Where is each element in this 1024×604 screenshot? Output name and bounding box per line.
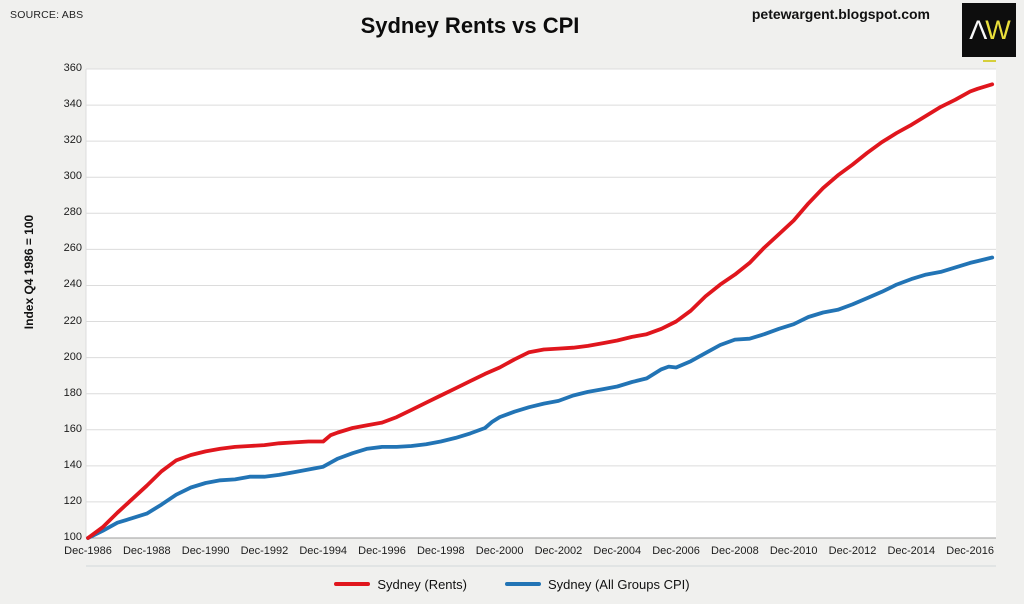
x-tick-label: Dec-2008 bbox=[711, 545, 759, 557]
x-tick-label: Dec-1994 bbox=[299, 545, 348, 557]
x-tick-label: Dec-2016 bbox=[946, 545, 994, 557]
legend-swatch-rents bbox=[334, 582, 371, 586]
x-tick-label: Dec-2014 bbox=[887, 545, 936, 557]
x-tick-label: Dec-1990 bbox=[181, 545, 230, 557]
y-tick-label: 180 bbox=[63, 386, 82, 399]
y-tick-label: 320 bbox=[63, 134, 82, 147]
chart-title: Sydney Rents vs CPI bbox=[360, 13, 580, 38]
y-tick-label: 220 bbox=[63, 314, 82, 327]
series-line-cpi bbox=[86, 255, 995, 540]
legend-item-cpi: Sydney (All Groups CPI) bbox=[504, 576, 690, 592]
x-tick-label: Dec-1992 bbox=[240, 545, 289, 557]
y-tick-label: 140 bbox=[63, 458, 82, 471]
logo-letter-a: Λ bbox=[969, 15, 987, 45]
x-tick-label: Dec-1998 bbox=[416, 545, 465, 557]
y-tick-label: 280 bbox=[63, 206, 82, 219]
y-tick-label: 120 bbox=[63, 494, 82, 507]
x-tick-label: Dec-1986 bbox=[64, 545, 112, 557]
x-tick-label: Dec-2012 bbox=[828, 545, 877, 557]
blog-url: petewargent.blogspot.com bbox=[751, 6, 930, 22]
legend-label-rents: Sydney (Rents) bbox=[377, 576, 467, 592]
legend-label-cpi: Sydney (All Groups CPI) bbox=[547, 576, 690, 592]
chart-legend: Sydney (Rents) Sydney (All Groups CPI) bbox=[0, 572, 1024, 596]
x-tick-label: Dec-2002 bbox=[534, 545, 583, 557]
y-tick-label: 160 bbox=[63, 422, 82, 435]
x-tick-label: Dec-1988 bbox=[122, 545, 171, 557]
x-tick-label: Dec-2010 bbox=[769, 545, 818, 557]
x-tick-label: Dec-1996 bbox=[358, 545, 406, 557]
legend-swatch-cpi bbox=[504, 582, 541, 586]
series-line-rents bbox=[86, 82, 995, 540]
y-tick-label: 260 bbox=[63, 242, 82, 255]
source-label: SOURCE: ABS bbox=[10, 9, 84, 21]
logo-letter-w: W bbox=[985, 15, 1011, 45]
x-tick-label: Dec-2004 bbox=[593, 545, 642, 557]
y-tick-label: 360 bbox=[63, 62, 82, 74]
plot-area bbox=[86, 69, 996, 538]
y-tick-label: 100 bbox=[63, 531, 82, 543]
legend-item-rents: Sydney (Rents) bbox=[334, 577, 467, 592]
y-tick-label: 340 bbox=[63, 98, 82, 111]
y-tick-label: 300 bbox=[63, 170, 82, 183]
x-tick-label: Dec-2006 bbox=[652, 545, 700, 557]
x-tick-label: Dec-2000 bbox=[475, 545, 524, 557]
logo-accent-dash bbox=[983, 60, 996, 62]
y-tick-label: 200 bbox=[63, 350, 82, 363]
y-tick-label: 240 bbox=[63, 278, 82, 291]
